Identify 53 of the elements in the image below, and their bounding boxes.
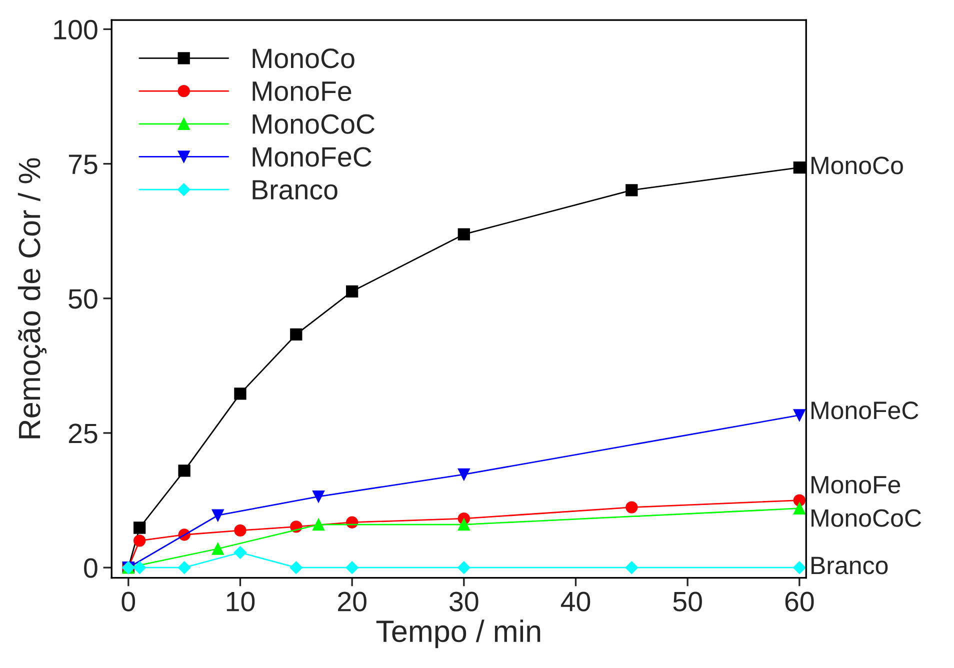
point [290, 561, 303, 574]
point [134, 534, 146, 547]
text: Branco [812, 556, 888, 574]
point [234, 524, 246, 537]
point [178, 561, 191, 574]
x-tick-label: 10 [226, 592, 255, 612]
legend-label: MonoCo [252, 48, 354, 68]
point [234, 546, 247, 559]
text: MonoFe [812, 476, 900, 494]
point [346, 285, 358, 298]
point [346, 561, 358, 574]
point [458, 518, 470, 531]
text: MonoCo [812, 156, 903, 174]
point [793, 494, 806, 506]
legend-label: Branco [252, 180, 338, 200]
x-tick-label: 30 [450, 592, 478, 612]
x-tick-label: 40 [560, 592, 590, 612]
x-tick-label: 60 [785, 592, 814, 612]
legend-label: MonoFeC [252, 147, 372, 167]
point [458, 228, 470, 240]
x-axis-title: Tempo / min [376, 620, 540, 648]
point [626, 184, 638, 196]
point [212, 509, 224, 522]
x-tick-label: 0 [122, 592, 136, 612]
y-axis-title: Remoção de Cor / % [18, 158, 47, 438]
point [793, 161, 806, 174]
point [457, 561, 470, 574]
y-tick-label: 100 [54, 20, 98, 40]
point [178, 464, 190, 477]
point [458, 468, 470, 481]
x-tick-label: 20 [338, 592, 366, 612]
x-tick-label: 50 [673, 592, 702, 612]
point [234, 388, 246, 400]
point [133, 561, 146, 574]
legend-label: MonoFe [252, 82, 352, 102]
point [312, 490, 325, 503]
y-tick-label: 75 [68, 154, 98, 174]
point [290, 328, 302, 341]
legend-label: MonoCoC [252, 114, 375, 134]
text: MonoFeC [812, 402, 918, 420]
y-tick-label: 25 [68, 424, 98, 444]
y-tick-label: 0 [84, 558, 98, 578]
point [625, 561, 638, 574]
point [793, 409, 806, 422]
point [312, 518, 325, 531]
point [793, 502, 806, 514]
text: MonoCoC [812, 509, 922, 527]
point [346, 516, 358, 528]
y-tick-label: 50 [68, 289, 98, 309]
point [626, 501, 638, 514]
point [793, 561, 806, 574]
point [212, 542, 224, 555]
point [134, 522, 146, 534]
